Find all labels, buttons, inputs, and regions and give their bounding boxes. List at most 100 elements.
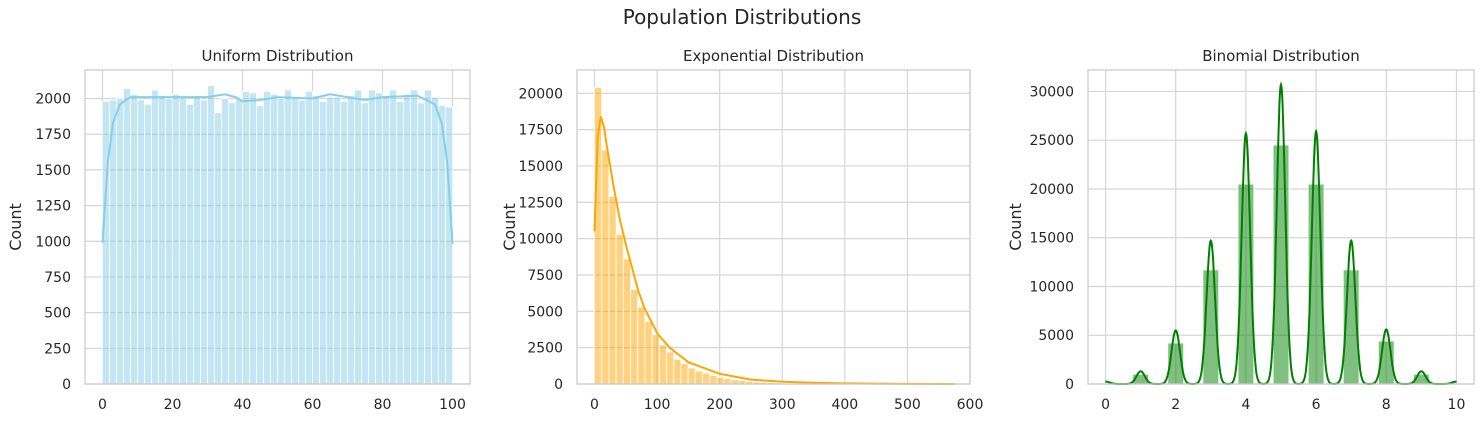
x-tick-label: 10 bbox=[1448, 397, 1466, 413]
y-tick-label: 12500 bbox=[518, 195, 563, 211]
y-tick-label: 1250 bbox=[35, 199, 71, 215]
kde-line bbox=[1105, 81, 1457, 385]
histogram-bar bbox=[123, 88, 131, 385]
histogram-bar bbox=[410, 89, 418, 385]
y-tick-label: 500 bbox=[44, 306, 71, 322]
histogram-bar bbox=[702, 372, 711, 385]
x-tick-label: 6 bbox=[1312, 397, 1321, 413]
y-tick-label: 17500 bbox=[518, 123, 563, 139]
histogram-bar bbox=[651, 334, 660, 385]
histogram-bar bbox=[144, 103, 152, 385]
histogram-bar bbox=[723, 378, 732, 385]
axes-frame bbox=[84, 69, 471, 385]
x-tick-label: 100 bbox=[644, 397, 671, 413]
y-tick-label: 10000 bbox=[518, 232, 563, 248]
histogram-bar bbox=[249, 92, 257, 385]
y-tick-label: 2500 bbox=[527, 341, 563, 357]
chart-2: 0 2500 5000 7500 10000 12500 15000 17500 20000 0 1… bbox=[500, 47, 983, 413]
histogram-bar bbox=[319, 101, 327, 385]
histogram-bar bbox=[687, 367, 696, 385]
x-tick-label: 20 bbox=[164, 397, 182, 413]
chart-title: Binomial Distribution bbox=[1202, 47, 1360, 65]
x-tick-label: 300 bbox=[769, 397, 796, 413]
y-tick-label: 20000 bbox=[1029, 182, 1074, 198]
histogram-bar bbox=[326, 96, 334, 385]
chart-1: 0 250 500 750 1000 1250 1500 1750 2000 0 20 40 60 80 1… bbox=[6, 47, 471, 413]
histogram-bar bbox=[130, 93, 138, 385]
histogram-bar bbox=[382, 96, 390, 385]
x-tick-label: 0 bbox=[590, 397, 599, 413]
y-tick-label: 1750 bbox=[35, 127, 71, 143]
histogram-bar bbox=[673, 358, 682, 385]
histogram-bar bbox=[396, 101, 404, 385]
histogram-bar bbox=[165, 98, 173, 385]
histogram-bar bbox=[445, 106, 453, 385]
histogram-bar bbox=[179, 96, 187, 385]
histogram-bar bbox=[417, 102, 425, 385]
histogram-bar bbox=[235, 98, 243, 385]
figure-title: Population Distributions bbox=[622, 5, 862, 29]
histogram-bar bbox=[312, 95, 320, 385]
histogram-bar bbox=[256, 105, 264, 385]
x-tick-label: 200 bbox=[706, 397, 733, 413]
x-tick-label: 60 bbox=[304, 397, 322, 413]
x-tick-label: 400 bbox=[831, 397, 858, 413]
histogram-bar bbox=[615, 233, 624, 385]
y-tick-label: 0 bbox=[554, 377, 563, 393]
x-tick-label: 8 bbox=[1382, 397, 1391, 413]
kde-line bbox=[593, 116, 955, 385]
histogram-bar bbox=[305, 91, 313, 385]
histogram-bar bbox=[375, 92, 383, 385]
histogram-bar bbox=[403, 93, 411, 385]
histogram-bar bbox=[116, 98, 124, 385]
chart-3: 0 5000 10000 15000 20000 25000 30000 0 2 4 6 8 10 Bin… bbox=[1006, 47, 1475, 413]
histogram-bar bbox=[340, 101, 348, 385]
y-tick-label: 7500 bbox=[527, 268, 563, 284]
x-tick-label: 4 bbox=[1241, 397, 1250, 413]
histogram-bar bbox=[608, 196, 617, 385]
y-tick-label: 1500 bbox=[35, 163, 71, 179]
y-tick-label: 15000 bbox=[1029, 231, 1074, 247]
y-tick-label: 2000 bbox=[35, 92, 71, 108]
y-axis-label: Count bbox=[6, 203, 25, 251]
histogram-bar bbox=[172, 93, 180, 385]
histogram-bar bbox=[630, 289, 639, 385]
histogram-bar bbox=[431, 96, 439, 385]
axes-frame bbox=[1087, 69, 1475, 385]
histogram-bar bbox=[333, 96, 341, 385]
y-tick-label: 30000 bbox=[1029, 84, 1074, 100]
histogram-bar bbox=[389, 89, 397, 385]
histogram-bar bbox=[291, 96, 299, 385]
kde-line bbox=[101, 93, 454, 245]
histogram-bar bbox=[137, 99, 145, 385]
histogram-bar bbox=[193, 95, 201, 385]
x-tick-label: 500 bbox=[894, 397, 921, 413]
histogram-bar bbox=[270, 93, 278, 385]
y-tick-label: 20000 bbox=[518, 86, 563, 102]
histogram-bar bbox=[368, 89, 376, 385]
histogram-bar bbox=[277, 98, 285, 385]
y-tick-label: 250 bbox=[44, 341, 71, 357]
histogram-bar bbox=[601, 149, 610, 385]
y-tick-label: 10000 bbox=[1029, 279, 1074, 295]
histogram-bar bbox=[666, 351, 675, 385]
histogram-bar bbox=[242, 91, 250, 385]
histogram-bar bbox=[186, 103, 194, 385]
histogram-bar bbox=[354, 89, 362, 385]
histogram-bar bbox=[214, 112, 222, 385]
histogram-bar bbox=[221, 98, 229, 385]
histogram-bar bbox=[694, 370, 703, 385]
histogram-bar bbox=[228, 102, 236, 385]
histogram-bar bbox=[709, 374, 718, 385]
histogram-bar bbox=[200, 99, 208, 385]
histogram-bar bbox=[207, 85, 215, 385]
histogram-bar bbox=[680, 363, 689, 385]
y-axis-label: Count bbox=[1006, 203, 1025, 251]
histogram-bar bbox=[158, 96, 166, 385]
x-tick-label: 2 bbox=[1171, 397, 1180, 413]
y-tick-label: 15000 bbox=[518, 159, 563, 175]
histogram-bar bbox=[622, 258, 631, 385]
histogram-bar bbox=[284, 89, 292, 385]
